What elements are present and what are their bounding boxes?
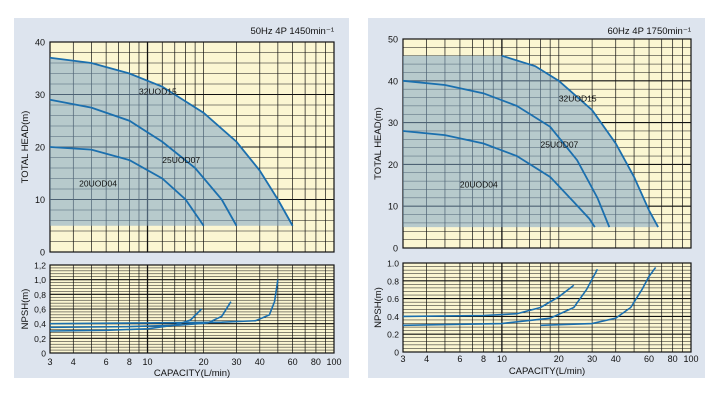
npsh-ytick-label-0: 0,4 [34, 319, 46, 329]
npsh-curve-20UOD04-1 [402, 284, 575, 318]
npsh-ylabel-1: NPSH(m) [373, 287, 384, 328]
npsh-ytick-label-1: 0.6 [387, 294, 399, 304]
head-curve-25UOD07-0 [49, 98, 238, 227]
chart-title-1: 60Hz 4P 1750min⁻¹ [607, 26, 691, 37]
head-curve-label-20UOD04-1: 20UOD04 [460, 179, 498, 189]
xtick-label-0: 3 [47, 357, 52, 367]
npsh-ytick-label-0: 1,0 [34, 275, 46, 285]
npsh-ytick-label-0: 0,2 [34, 334, 46, 344]
xtick-label-1: 40 [611, 354, 621, 364]
chart-svg-50hz: 50Hz 4P 1450min⁻¹ 32UOD15 25UOD07 20UOD04 0 1… [20, 26, 342, 379]
npsh-plot-area-1 [402, 262, 692, 353]
npsh-ytick-label-1: 0.4 [387, 312, 399, 322]
head-ytick-label-0: 0 [40, 248, 45, 258]
xtick-label-0: 20 [199, 357, 209, 367]
xtick-label-0: 30 [231, 357, 241, 367]
chart-title-0: 50Hz 4P 1450min⁻¹ [250, 26, 334, 37]
xtick-label-1: 3 [400, 354, 405, 364]
head-ylabel-1: TOTAL HEAD(m) [373, 107, 384, 180]
npsh-ytick-label-1: 0 [394, 348, 399, 358]
xtick-label-0: 8 [127, 357, 132, 367]
xlabel-0: CAPACITY(L/min) [154, 368, 230, 379]
head-ytick-label-0: 10 [35, 195, 45, 205]
head-ytick-label-1: 20 [388, 160, 398, 170]
head-ytick-label-1: 10 [388, 202, 398, 212]
xtick-label-1: 10 [497, 354, 507, 364]
npsh-curve-25UOD07-0 [49, 301, 232, 329]
npsh-ytick-label-0: 0,6 [34, 305, 46, 315]
npsh-ylabel-0: NPSH(m) [20, 289, 31, 330]
operating-range-0 [50, 57, 293, 226]
head-ytick-label-1: 40 [388, 76, 398, 86]
operating-range-1 [403, 55, 659, 228]
xtick-label-1: 4 [424, 354, 429, 364]
npsh-ytick-label-0: 0 [41, 349, 46, 359]
head-ytick-label-1: 50 [388, 35, 398, 45]
npsh-curve-32UOD15-1 [540, 266, 657, 327]
head-ytick-label-0: 20 [35, 143, 45, 153]
xtick-label-1: 80 [668, 354, 678, 364]
head-curve-32UOD15-1 [501, 54, 659, 228]
npsh-ytick-label-1: 0.8 [387, 276, 399, 286]
npsh-curve-20UOD04-0 [49, 308, 203, 332]
chart-panel-50hz: 50Hz 4P 1450min⁻¹ 32UOD15 25UOD07 20UOD04 0 1… [14, 18, 349, 379]
xtick-label-1: 30 [587, 354, 597, 364]
xtick-label-0: 80 [311, 357, 321, 367]
xtick-label-0: 100 [326, 357, 341, 367]
xtick-label-0: 10 [143, 357, 153, 367]
head-curve-label-32UOD15-1: 32UOD15 [559, 94, 597, 104]
head-ytick-label-1: 30 [388, 118, 398, 128]
npsh-curve-32UOD15-0 [49, 279, 279, 325]
npsh-ytick-label-1: 0.2 [387, 330, 399, 340]
head-ytick-label-1: 0 [393, 244, 398, 254]
head-curve-label-25UOD07-0: 25UOD07 [162, 155, 200, 165]
head-curve-20UOD04-0 [49, 146, 205, 227]
head-curve-32UOD15-0 [49, 56, 294, 227]
npsh-ytick-label-0: 0,8 [34, 290, 46, 300]
head-curve-20UOD04-1 [402, 130, 596, 228]
xtick-label-1: 6 [457, 354, 462, 364]
xtick-label-1: 8 [481, 354, 486, 364]
xtick-label-0: 40 [255, 357, 265, 367]
head-curve-label-32UOD15-0: 32UOD15 [139, 87, 177, 97]
xtick-label-0: 60 [288, 357, 298, 367]
xtick-label-1: 100 [683, 354, 698, 364]
head-curve-label-25UOD07-1: 25UOD07 [540, 140, 578, 150]
head-ylabel-0: TOTAL HEAD(m) [20, 111, 31, 184]
xtick-label-1: 60 [644, 354, 654, 364]
xtick-label-0: 4 [71, 357, 76, 367]
chart-svg-60hz: 60Hz 4P 1750min⁻¹ 32UOD15 25UOD07 20UOD04 0 1… [373, 26, 699, 377]
xtick-label-0: 6 [104, 357, 109, 367]
xtick-label-1: 20 [554, 354, 564, 364]
chart-panel-60hz: 60Hz 4P 1750min⁻¹ 32UOD15 25UOD07 20UOD04 0 1… [368, 18, 705, 378]
head-ytick-label-0: 40 [35, 38, 45, 48]
npsh-ytick-label-1: 1.0 [387, 259, 399, 269]
head-curve-25UOD07-1 [402, 79, 611, 228]
npsh-ytick-label-0: 1,2 [34, 261, 46, 271]
xlabel-1: CAPACITY(L/min) [509, 366, 585, 377]
head-curve-label-20UOD04-0: 20UOD04 [79, 178, 117, 188]
head-ytick-label-0: 30 [35, 90, 45, 100]
npsh-curve-25UOD07-1 [402, 268, 599, 327]
